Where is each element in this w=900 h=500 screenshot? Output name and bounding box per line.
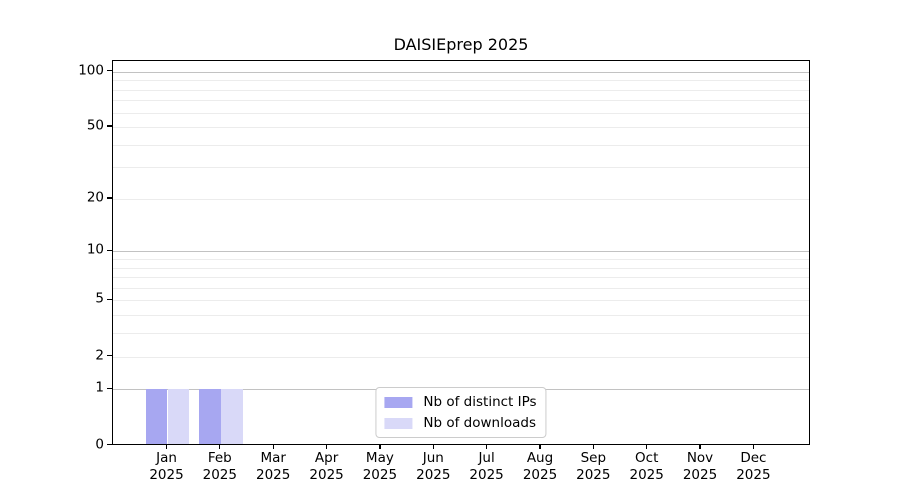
x-tick-year: 2025 [736,467,771,483]
x-axis-tick [539,444,541,449]
x-tick-month: Jan [156,450,177,466]
x-tick-label: Sep 2025 [561,450,625,484]
x-tick-label: Jul 2025 [455,450,519,484]
minor-gridline [113,333,809,335]
minor-gridline [113,112,809,114]
minor-gridline [113,144,809,146]
legend-label-distinct-ips: Nb of distinct IPs [423,394,537,410]
x-axis-tick [432,444,434,449]
x-tick-month: Dec [740,450,767,466]
minor-gridline [113,315,809,317]
x-tick-label: Aug 2025 [508,450,572,484]
y-axis-tick [107,197,112,199]
minor-gridline [113,127,809,128]
x-tick-month: Sep [580,450,607,466]
y-tick-label: 5 [95,290,104,307]
plot-area: Nb of distinct IPs Nb of downloads [112,60,810,445]
y-axis-tick [107,387,112,389]
x-tick-year: 2025 [522,467,558,483]
minor-gridline [113,89,809,91]
y-axis-tick [107,70,112,72]
x-axis-tick [165,444,168,449]
x-tick-year: 2025 [256,467,291,483]
minor-gridline [113,267,809,269]
minor-gridline [113,356,809,358]
y-tick-label: 0 [95,435,104,452]
minor-gridline [113,277,809,279]
legend-label-downloads: Nb of downloads [423,415,536,431]
minor-gridline [113,198,809,200]
y-tick-label: 2 [95,346,104,363]
minor-gridline [113,287,809,289]
y-axis-tick [107,298,112,300]
x-tick-year: 2025 [629,467,664,483]
x-tick-month: Aug [526,450,554,466]
minor-gridline [113,80,809,82]
x-tick-month: Jun [422,450,444,466]
x-axis-tick [379,444,381,449]
y-tick-label: 10 [86,241,104,258]
major-gridline [113,251,809,253]
x-tick-month: Nov [686,450,714,466]
x-tick-year: 2025 [416,467,451,483]
y-tick-label: 100 [78,61,104,78]
x-tick-label: Mar 2025 [241,450,305,484]
legend: Nb of distinct IPs Nb of downloads [375,387,547,438]
minor-gridline [113,167,809,169]
x-axis-tick [325,444,328,449]
bar-distinct-ips [199,389,221,444]
minor-gridline [113,300,809,302]
x-tick-month: May [365,450,394,466]
x-tick-year: 2025 [202,467,237,483]
legend-item-downloads: Nb of downloads [384,415,536,431]
x-tick-year: 2025 [576,467,611,483]
legend-item-distinct-ips: Nb of distinct IPs [384,394,537,410]
x-tick-label: Apr 2025 [295,450,359,484]
x-axis-tick [592,444,594,449]
x-tick-label: Jan 2025 [135,450,199,484]
x-tick-label: Feb 2025 [188,450,252,484]
x-tick-label: Jun 2025 [401,450,465,484]
y-tick-label: 50 [86,117,104,134]
x-axis-tick [486,444,488,449]
bar-distinct-ips [145,389,168,444]
x-tick-month: Feb [207,450,232,466]
x-tick-year: 2025 [469,467,504,483]
bar-downloads [167,389,190,444]
x-tick-month: Jul [478,450,495,466]
x-tick-year: 2025 [149,467,184,483]
y-tick-label: 1 [95,379,104,396]
x-axis-tick [272,444,274,449]
legend-swatch-distinct-ips [384,396,413,408]
y-tick-label: 20 [86,189,104,206]
y-axis-tick [107,443,112,446]
x-tick-year: 2025 [682,467,718,483]
x-tick-label: Nov 2025 [668,450,732,484]
x-axis-tick [699,444,701,449]
x-tick-label: Dec 2025 [721,450,785,484]
x-axis-tick [646,444,648,449]
x-tick-label: May 2025 [348,450,412,484]
x-tick-month: Apr [314,450,339,466]
x-tick-label: Oct 2025 [615,450,679,484]
minor-gridline [113,259,809,260]
x-axis-tick [752,444,754,449]
bar-downloads [220,389,243,444]
minor-gridline [113,100,809,102]
y-axis-tick [107,125,112,127]
major-gridline [113,71,809,73]
chart-title: DAISIEprep 2025 [393,35,529,54]
x-tick-year: 2025 [362,467,398,483]
y-axis-tick [107,354,112,357]
x-axis-tick [219,444,221,449]
legend-swatch-downloads [384,417,413,429]
x-tick-year: 2025 [309,467,344,483]
x-tick-month: Mar [260,450,286,466]
y-axis-tick [107,249,112,251]
x-tick-month: Oct [635,450,659,466]
